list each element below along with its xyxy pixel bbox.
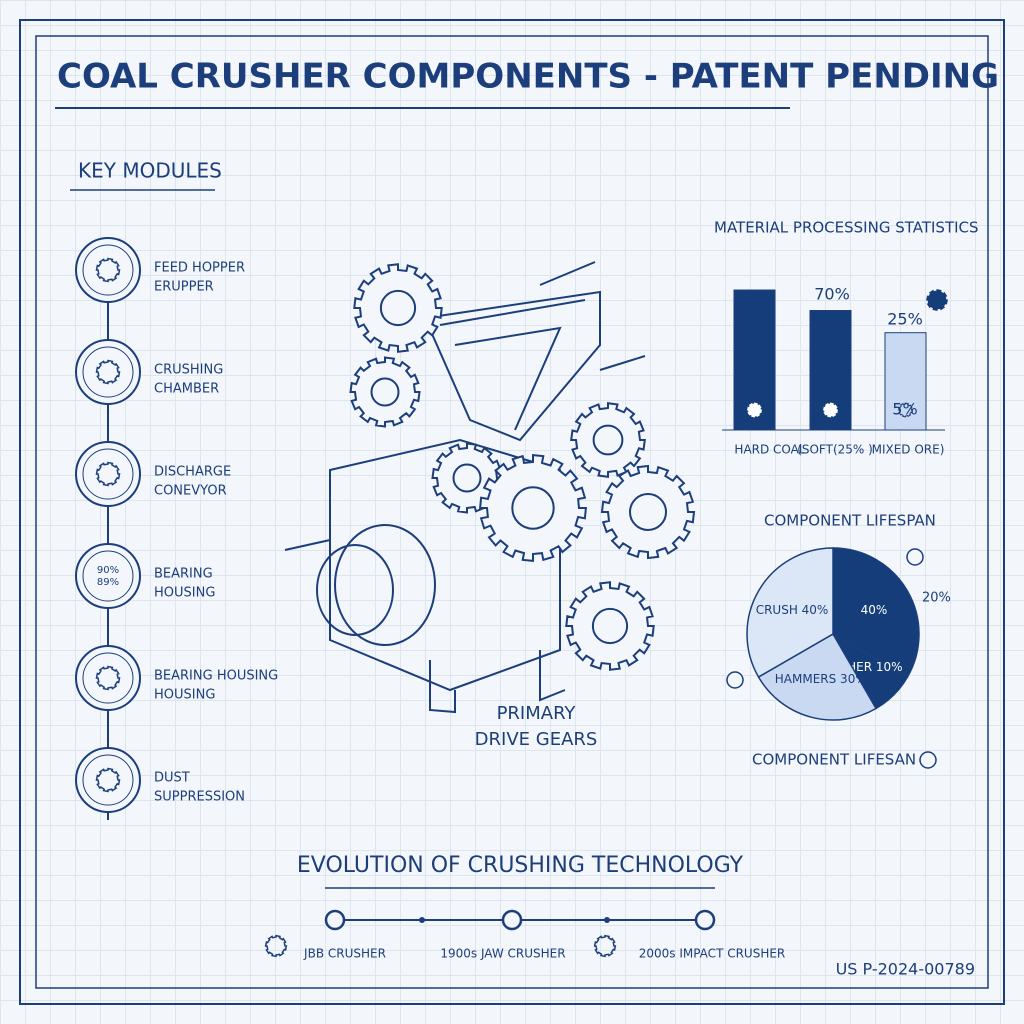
timeline-node <box>694 909 716 931</box>
bar-icon <box>897 402 914 418</box>
gear-icon <box>593 934 617 958</box>
outer-border <box>19 19 1005 1005</box>
module-icon-ring <box>75 441 141 507</box>
timeline-label: 2000s IMPACT CRUSHER <box>639 947 786 961</box>
patent-number: US P-2024-00789 <box>836 960 975 979</box>
module-icon-ring <box>75 645 141 711</box>
machine-drawing <box>284 261 646 714</box>
chart-title: COMPONENT LIFESPAN <box>764 512 936 530</box>
section-title: KEY MODULES <box>78 159 222 183</box>
gear <box>565 581 655 671</box>
bar-icon <box>746 402 763 418</box>
timeline-dot <box>419 917 425 923</box>
module-label: HOUSING <box>154 688 215 703</box>
timeline-dot <box>604 917 610 923</box>
center-label: DRIVE GEARS <box>475 729 598 750</box>
module-icon-ring <box>75 747 141 813</box>
timeline-label: 1900s JAW CRUSHER <box>440 947 565 961</box>
gear-hub <box>629 493 667 531</box>
clock-icon <box>726 671 744 689</box>
inner-border <box>35 35 989 989</box>
x-tick-label: HARD COAL <box>734 443 805 457</box>
annotation: 25% <box>887 310 923 329</box>
gear-hub <box>379 289 417 327</box>
annotation: 70% <box>814 285 850 304</box>
timeline-node <box>324 909 346 931</box>
bar <box>884 332 927 431</box>
annotation: 20% <box>922 591 951 606</box>
module-icon <box>95 461 121 487</box>
module-icon-ring <box>82 346 134 398</box>
hopper-detail <box>439 299 586 431</box>
module-label: CRUSHING <box>154 363 223 378</box>
title: COAL CRUSHER COMPONENTS - PATENT PENDING <box>57 57 999 97</box>
gear-hub <box>511 486 555 530</box>
module-label: ERUPPER <box>154 280 214 295</box>
timeline-label: JBB CRUSHER <box>303 947 386 961</box>
slice-label: 40% <box>861 603 888 617</box>
module-icon <box>95 767 121 793</box>
gear-icon <box>926 289 948 311</box>
motor <box>316 544 394 636</box>
pie-slice <box>757 632 878 721</box>
chart-footer: COMPONENT LIFESAN <box>752 751 916 769</box>
timeline-node <box>501 909 523 931</box>
module-icon-ring <box>75 339 141 405</box>
module-icon-text: 89% <box>97 577 119 588</box>
base <box>429 650 566 714</box>
x-tick-label: MIXED ORE) <box>872 443 945 457</box>
annotation: 5% <box>892 400 917 419</box>
module-label: DUST <box>154 771 190 786</box>
gear-hub <box>370 377 400 407</box>
housing <box>329 438 561 692</box>
module-label: SUPPRESSION <box>154 790 245 805</box>
module-label: DISCHARGE <box>154 465 231 480</box>
gear <box>600 464 696 560</box>
module-icon <box>95 257 121 283</box>
gear-hub <box>591 607 629 645</box>
module-label: CHAMBER <box>154 382 219 397</box>
module-label: FEED HOPPER <box>154 261 245 276</box>
slice-label: HAMMERS 30% <box>775 672 867 686</box>
center-label: PRIMARY <box>497 703 577 724</box>
timeline-title: EVOLUTION OF CRUSHING TECHNOLOGY <box>297 853 744 878</box>
pie-slice <box>746 547 834 679</box>
motor <box>334 524 436 646</box>
module-icon-ring <box>82 652 134 704</box>
gear-hub <box>592 424 624 456</box>
bar-icon <box>822 402 839 418</box>
slice-label: CRUSH 40% <box>756 603 829 617</box>
module-icon-text: 90% <box>97 565 119 576</box>
clock-icon <box>906 548 924 566</box>
module-icon <box>95 665 121 691</box>
gear <box>353 263 443 353</box>
gear-icon <box>264 934 288 958</box>
clock-icon <box>919 751 937 769</box>
module-label: HOUSING <box>154 586 215 601</box>
module-icon-ring <box>82 550 134 602</box>
module-icon-ring <box>75 543 141 609</box>
gear <box>478 453 588 563</box>
gear <box>570 402 646 478</box>
module-label: BEARING <box>154 567 213 582</box>
hopper <box>423 290 601 442</box>
chart-title: MATERIAL PROCESSING STATISTICS <box>714 219 979 237</box>
x-tick-label: (SOFT(25% ) <box>797 443 873 457</box>
module-icon <box>95 359 121 385</box>
module-icon-ring <box>75 237 141 303</box>
arrows <box>284 261 646 551</box>
gear <box>349 356 421 428</box>
module-label: BEARING HOUSING <box>154 669 278 684</box>
gear-hub <box>452 463 482 493</box>
module-label: CONEVYOR <box>154 484 227 499</box>
module-icon-ring <box>82 244 134 296</box>
module-icon-ring <box>82 754 134 806</box>
pie-slice <box>832 547 920 679</box>
module-icon-ring <box>82 448 134 500</box>
